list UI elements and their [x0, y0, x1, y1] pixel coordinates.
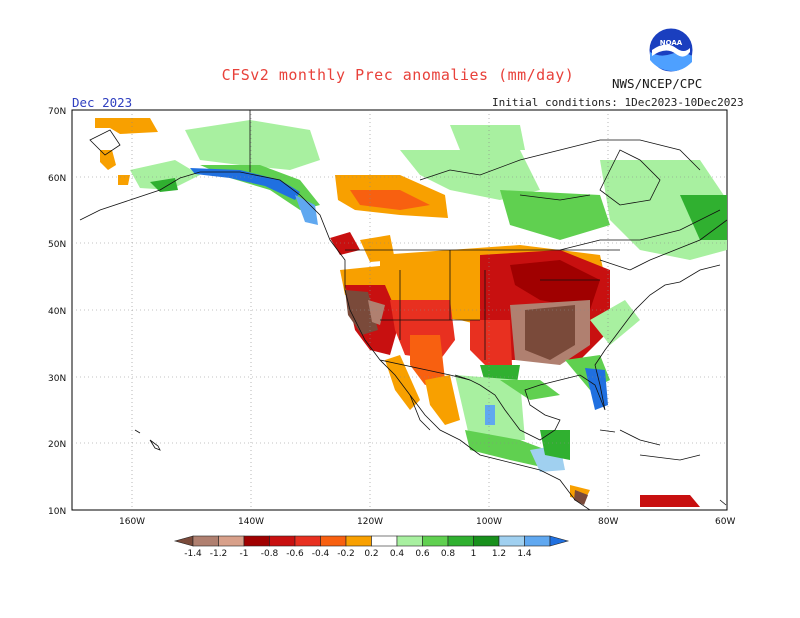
- west-brown-light: [368, 300, 385, 325]
- anomaly-fields: [95, 118, 727, 507]
- colorbar: -1.4 -1.2 -1 -0.8 -0.6 -0.4 -0.2 0.2 0.4 0.6 0.8 1 1…: [173, 535, 570, 559]
- central-brown: [525, 305, 575, 360]
- colorbar-swatch: [192, 535, 219, 547]
- lon-label-120w: 120W: [357, 517, 383, 527]
- colorbar-arrow-right: [549, 535, 570, 547]
- lat-label-70: 70N: [48, 107, 66, 117]
- org-label: NWS/NCEP/CPC: [612, 76, 703, 91]
- panhandle-blue: [190, 168, 300, 200]
- lat-label-30: 30N: [48, 374, 66, 384]
- colorbar-swatch: [371, 535, 398, 547]
- colorbar-label: -1.2: [210, 549, 228, 559]
- lon-label-80w: 80W: [598, 517, 618, 527]
- colorbar-label: -0.8: [261, 549, 279, 559]
- logo-wave: [650, 52, 692, 72]
- colorbar-label: -0.6: [286, 549, 304, 559]
- colorbar-label: 0.4: [390, 549, 405, 559]
- se-green: [590, 300, 640, 345]
- logo-text: NOAA: [660, 39, 683, 47]
- colorbar-swatch: [473, 535, 500, 547]
- alaska-green-2: [130, 160, 200, 190]
- alaska-green-dark: [150, 178, 178, 192]
- alaska-green: [185, 120, 320, 170]
- yucatan-green: [540, 430, 570, 460]
- canada-green-mid: [450, 125, 525, 150]
- mexico-orange: [425, 375, 460, 425]
- month-label: Dec 2023: [72, 95, 133, 110]
- colorbar-arrow-left: [173, 535, 194, 547]
- colorbar-swatch: [320, 535, 347, 547]
- lat-label-40: 40N: [48, 307, 66, 317]
- bc-red: [330, 232, 360, 255]
- lon-label-140w: 140W: [238, 517, 264, 527]
- lon-label-160w: 160W: [119, 517, 145, 527]
- canada-green-east: [500, 190, 610, 240]
- noaa-logo: NOAA: [649, 28, 693, 72]
- gulf-green-dark: [500, 380, 560, 400]
- colorbar-label: 1.2: [492, 549, 506, 559]
- lon-axis: 160W 140W 120W 100W 80W 60W: [119, 517, 735, 527]
- lat-label-10: 10N: [48, 507, 66, 517]
- colorbar-swatch: [345, 535, 372, 547]
- colorbar-swatch: [396, 535, 423, 547]
- lon-label-100w: 100W: [476, 517, 502, 527]
- colorbar-swatch: [498, 535, 525, 547]
- colorbar-swatch: [243, 535, 270, 547]
- colorbar-label: 0.8: [441, 549, 456, 559]
- ca-red: [640, 495, 700, 507]
- alaska-orange-patch: [95, 118, 158, 134]
- coastlines: [79, 110, 728, 511]
- central-red-dark: [510, 260, 600, 310]
- southwest-orange: [410, 335, 445, 385]
- colorbar-label: 0.6: [415, 549, 430, 559]
- colorbar-swatch: [294, 535, 321, 547]
- logo-gull: [652, 44, 690, 57]
- colorbar-swatch: [218, 535, 245, 547]
- colorbar-label: -0.2: [337, 549, 355, 559]
- colorbar-swatch: [524, 535, 551, 547]
- initial-conditions: Initial conditions: 1Dec2023-10Dec2023: [492, 96, 744, 109]
- lat-label-50: 50N: [48, 240, 66, 250]
- colorbar-label: 0.2: [364, 549, 378, 559]
- colorbar-swatch: [269, 535, 296, 547]
- lat-label-60: 60N: [48, 174, 66, 184]
- colorbar-label: -1.4: [184, 549, 202, 559]
- gulf-blue: [485, 405, 495, 425]
- colorbar-swatch: [447, 535, 474, 547]
- panhandle-blue-light: [295, 195, 318, 225]
- colorbar-label: 1.4: [517, 549, 532, 559]
- lat-label-20: 20N: [48, 440, 66, 450]
- canada-green-ne: [600, 160, 727, 260]
- canada-green: [400, 150, 540, 200]
- graticule: [72, 110, 727, 510]
- lon-label-60w: 60W: [715, 517, 735, 527]
- colorbar-swatch: [422, 535, 449, 547]
- aleutian-orange-patch: [100, 150, 116, 170]
- islands: [134, 429, 727, 506]
- colorbar-label: 1: [471, 549, 477, 559]
- alaska-south-orange: [118, 175, 130, 185]
- colorbar-label: -1: [240, 549, 249, 559]
- south-red: [470, 320, 512, 370]
- colorbar-label: -0.4: [312, 549, 330, 559]
- lat-axis: 70N 60N 50N 40N 30N 20N 10N: [48, 107, 66, 517]
- page-title: CFSv2 monthly Prec anomalies (mm/day): [221, 66, 575, 84]
